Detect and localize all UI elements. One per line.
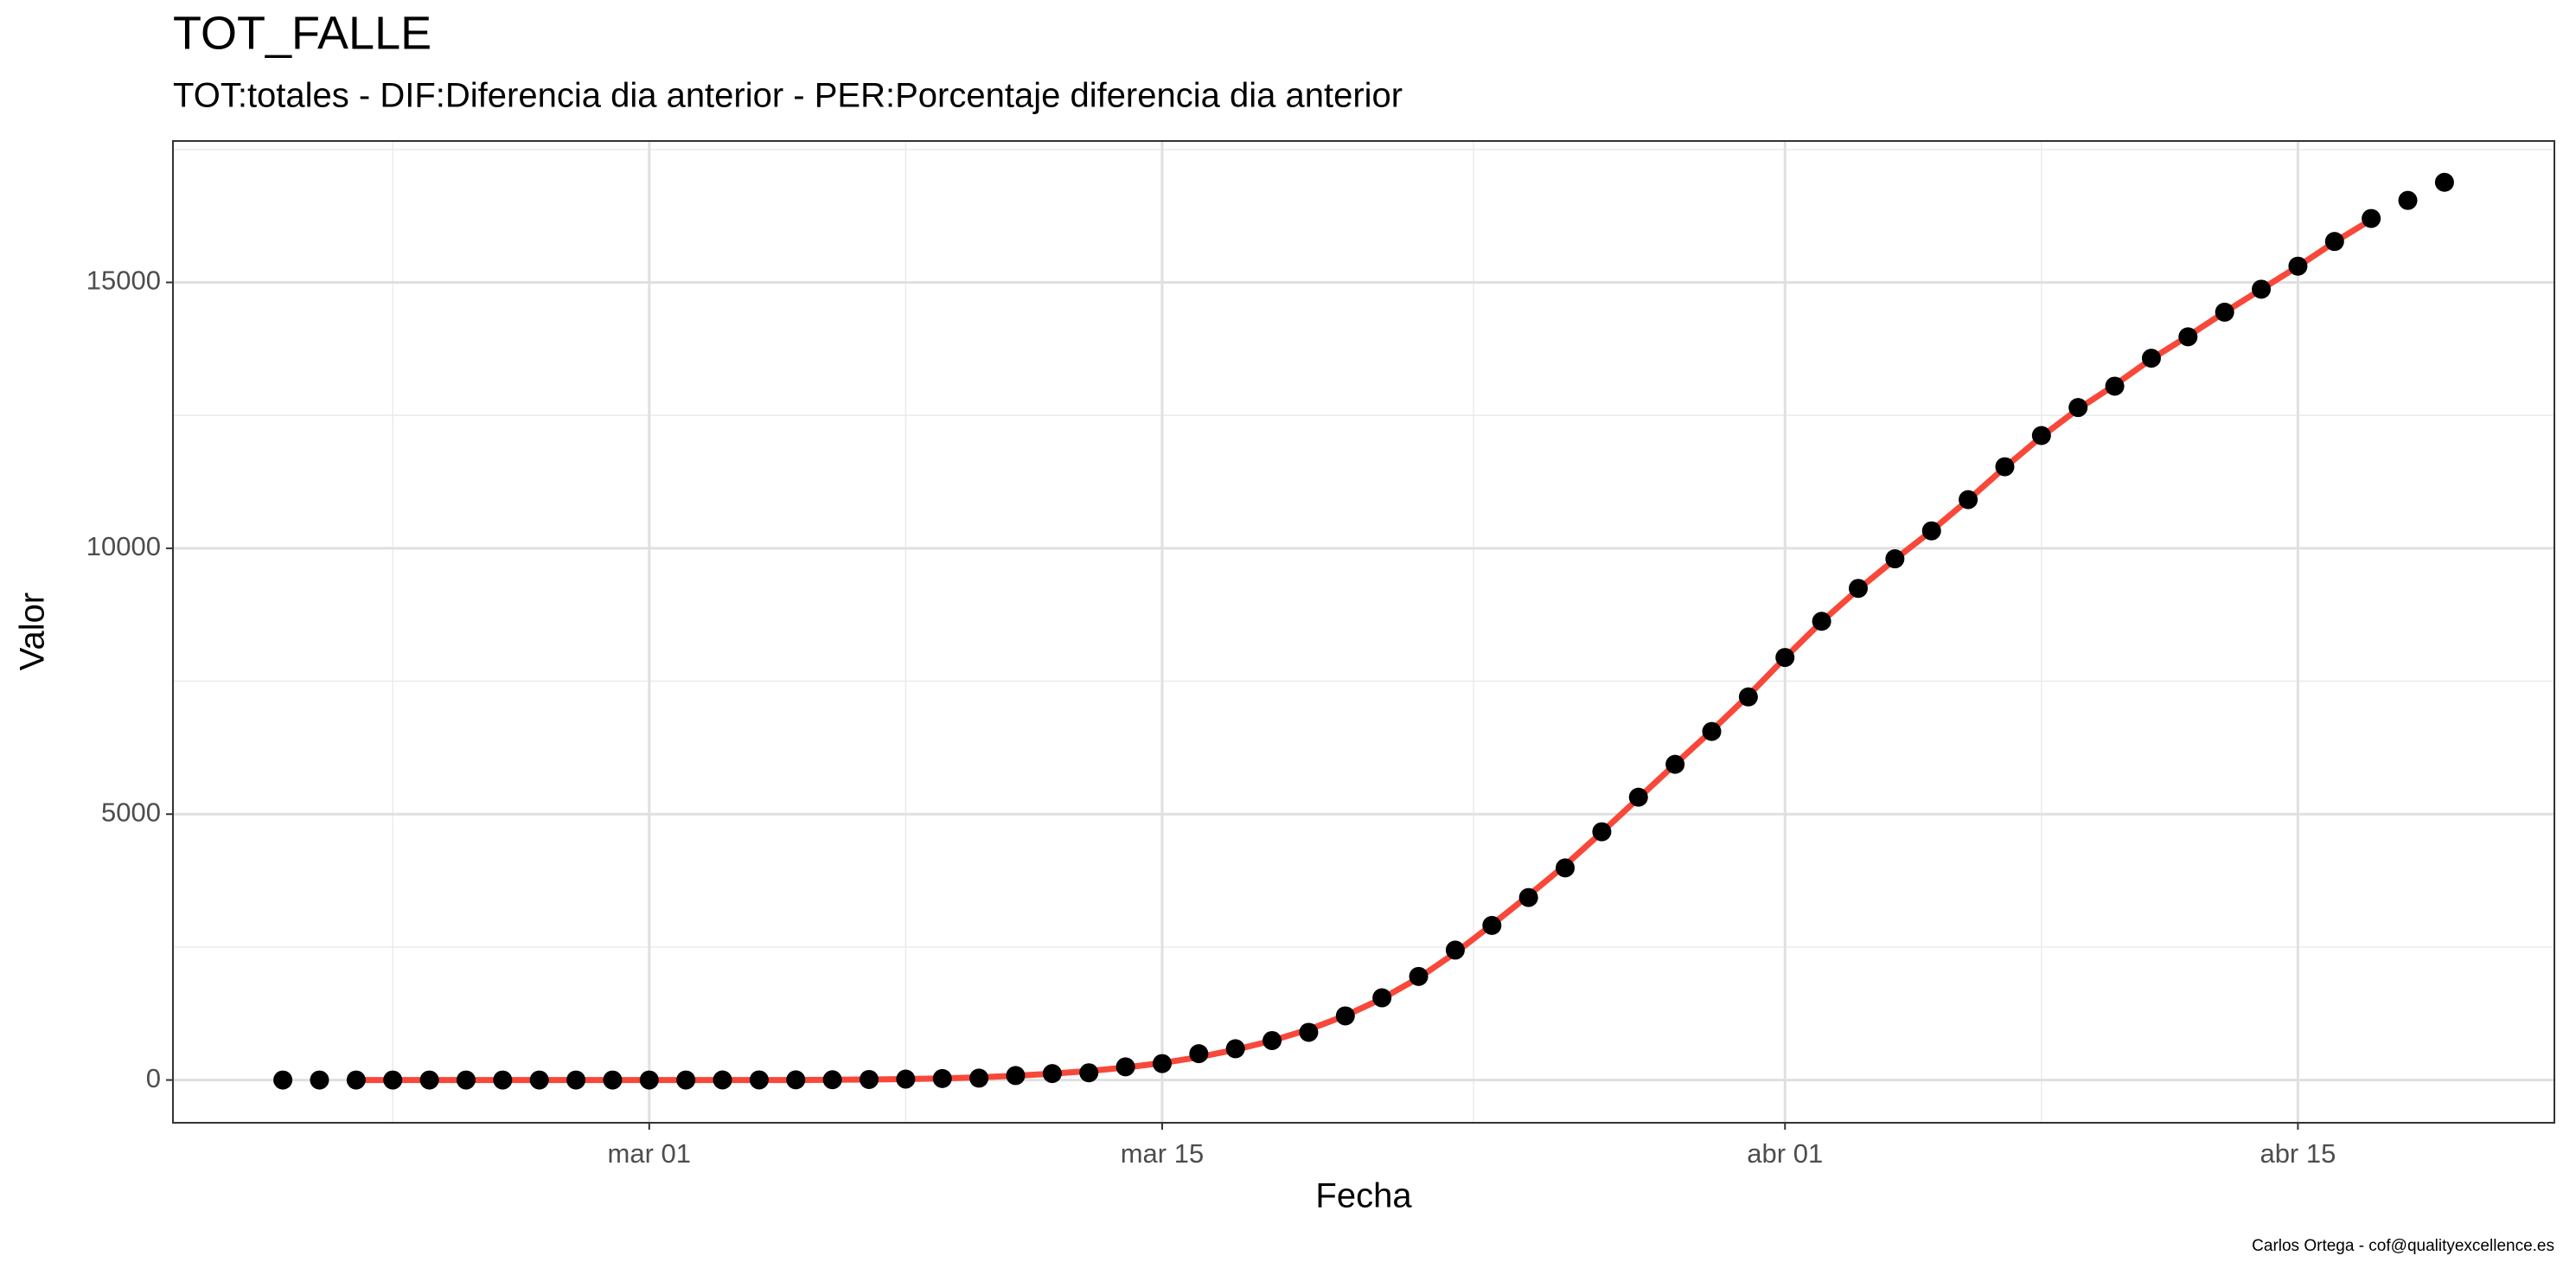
- data-point: [860, 1069, 879, 1089]
- data-point: [2031, 426, 2051, 445]
- data-point: [2252, 279, 2272, 299]
- data-point: [822, 1070, 842, 1090]
- data-point: [1995, 457, 2015, 477]
- panel-border: [172, 140, 2555, 1124]
- data-point: [2434, 172, 2454, 192]
- data-point: [2362, 208, 2381, 228]
- data-point: [1079, 1063, 1099, 1083]
- y-tick-label: 10000: [86, 531, 161, 561]
- data-point: [1299, 1022, 1319, 1042]
- data-point: [2068, 398, 2088, 418]
- data-point: [2141, 349, 2161, 368]
- data-point: [383, 1070, 403, 1090]
- data-point: [1225, 1039, 1245, 1059]
- data-point: [603, 1070, 623, 1090]
- data-point: [1775, 648, 1795, 668]
- data-point: [1738, 687, 1758, 707]
- data-point: [1445, 940, 1465, 960]
- data-point: [1518, 887, 1538, 907]
- chart-subtitle: TOT:totales - DIF:Diferencia dia anterio…: [173, 77, 1403, 115]
- data-point: [310, 1070, 329, 1090]
- y-tick-label: 0: [146, 1063, 161, 1093]
- data-point: [1262, 1030, 1282, 1050]
- data-point: [1592, 822, 1612, 842]
- data-point: [1556, 858, 1576, 878]
- data-point: [713, 1070, 732, 1090]
- data-point: [1006, 1066, 1026, 1086]
- data-point: [273, 1070, 293, 1090]
- data-point: [1702, 721, 1722, 741]
- data-point: [1482, 915, 1502, 935]
- data-point: [2324, 232, 2344, 252]
- data-point: [932, 1068, 952, 1088]
- data-point: [2398, 190, 2418, 210]
- y-axis-title: Valor: [14, 593, 52, 670]
- x-axis-title: Fecha: [1315, 1177, 1412, 1215]
- data-point: [1812, 612, 1831, 631]
- data-point: [1152, 1054, 1172, 1073]
- data-point: [676, 1070, 696, 1090]
- data-point: [419, 1070, 439, 1090]
- data-point: [1885, 549, 1905, 569]
- y-tick-label: 5000: [101, 797, 161, 827]
- x-tick-label: abr 01: [1747, 1138, 1823, 1169]
- data-point: [2105, 376, 2125, 396]
- data-point: [1189, 1044, 1209, 1064]
- data-point: [1959, 490, 1978, 509]
- caption: Carlos Ortega - cof@qualityexcellence.es: [2252, 1237, 2554, 1255]
- data-point: [1042, 1064, 1062, 1084]
- y-tick-label: 15000: [86, 266, 161, 296]
- data-point: [493, 1070, 513, 1090]
- data-point: [1628, 787, 1648, 807]
- data-point: [1921, 521, 1941, 541]
- data-point: [2215, 302, 2234, 322]
- data-point: [1372, 988, 1392, 1008]
- data-point: [749, 1070, 769, 1090]
- chart-title: TOT_FALLE: [173, 7, 431, 59]
- data-point: [1409, 966, 1429, 986]
- x-tick-label: mar 15: [1121, 1138, 1204, 1169]
- data-point: [566, 1070, 586, 1090]
- x-tick-label: abr 15: [2260, 1138, 2336, 1169]
- data-point: [786, 1070, 806, 1090]
- data-point: [346, 1070, 366, 1090]
- data-point: [1335, 1006, 1355, 1026]
- data-point: [969, 1068, 989, 1088]
- data-point: [2178, 327, 2198, 347]
- data-point: [1665, 754, 1685, 774]
- fit-line: [353, 216, 2375, 1084]
- data-point: [456, 1070, 476, 1090]
- data-point: [1848, 579, 1868, 599]
- data-point: [639, 1070, 659, 1090]
- data-point: [529, 1070, 549, 1090]
- data-point: [1115, 1057, 1135, 1077]
- data-point: [2288, 256, 2308, 276]
- data-point: [896, 1069, 916, 1089]
- x-tick-label: mar 01: [608, 1138, 691, 1169]
